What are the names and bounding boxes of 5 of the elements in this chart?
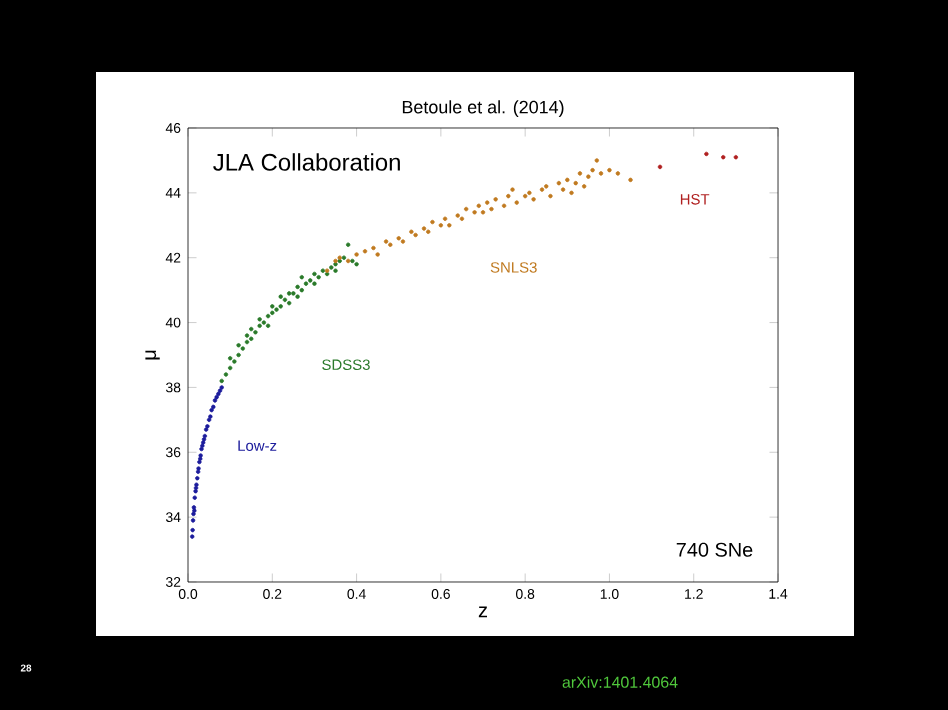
annotation: JLA Collaboration: [213, 153, 400, 171]
annotation: 740 SNe: [676, 542, 753, 557]
x-axis-title: z: [478, 606, 487, 618]
chart-title: Betoule et al. (2014): [402, 100, 564, 117]
y-axis-title: μ: [145, 350, 160, 360]
